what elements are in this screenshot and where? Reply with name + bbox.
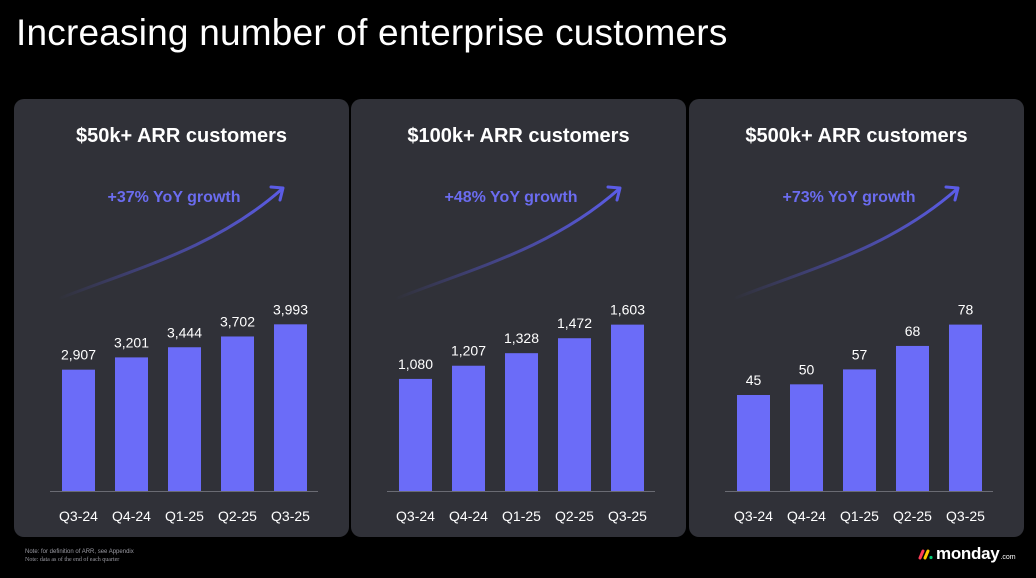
bar (790, 384, 823, 491)
bar (115, 357, 148, 491)
bar (452, 365, 485, 491)
x-tick-label: Q2-25 (893, 508, 932, 524)
bar (505, 353, 538, 491)
bar (611, 324, 644, 491)
x-tick-label: Q3-24 (59, 508, 98, 524)
x-tick-label: Q1-25 (165, 508, 204, 524)
logo-wordmark: monday (936, 544, 1000, 563)
x-tick-label: Q2-25 (218, 508, 257, 524)
growth-label: +48% YoY growth (445, 189, 578, 206)
x-tick-label: Q4-24 (449, 508, 488, 524)
chart-panel-100k: $100k+ ARR customers +48% YoY growth 1,08… (351, 99, 686, 537)
chart-title: $500k+ ARR customers (745, 125, 968, 147)
bar-value-label: 3,201 (114, 334, 149, 350)
x-tick-label: Q3-25 (946, 508, 985, 524)
x-tick-label: Q3-24 (396, 508, 435, 524)
x-tick-label: Q1-25 (840, 508, 879, 524)
footnote-data-date: Note: data as of the end of each quarter (25, 557, 120, 563)
bar-chart: +73% YoY growth 45 Q3-24 50 Q4-24 57 Q1-25 68 Q2… (725, 185, 993, 524)
bar-value-label: 3,444 (167, 324, 202, 340)
bar-value-label: 45 (746, 372, 762, 388)
bar-value-label: 57 (852, 346, 868, 362)
chart-title: $50k+ ARR customers (75, 125, 288, 147)
growth-arrow (56, 187, 284, 301)
footnote-arr-definition: Note: for definition of ARR, see Appendi… (25, 549, 134, 555)
bar-chart: +48% YoY growth 1,080 Q3-24 1,207 Q4-24 1,328… (387, 185, 655, 524)
chart-title: $100k+ ARR customers (407, 125, 630, 147)
chart-panel-50k: $50k+ ARR customers +37% YoY growth 2,907… (14, 99, 349, 537)
bar (737, 395, 770, 491)
bar-value-label: 50 (799, 361, 815, 377)
growth-label: +37% YoY growth (108, 189, 241, 206)
bar-chart: +37% YoY growth 2,907 Q3-24 3,201 Q4-24 3,444… (50, 185, 318, 524)
growth-arrow (393, 187, 621, 301)
logo-suffix: .com (1000, 554, 1016, 561)
bar (949, 324, 982, 491)
bar-value-label: 3,702 (220, 313, 255, 329)
monday-logo-icon (918, 549, 933, 560)
bar (896, 345, 929, 491)
bar-value-label: 1,603 (610, 302, 645, 318)
growth-arrow (731, 187, 959, 301)
bar-value-label: 1,080 (398, 356, 433, 372)
bar-value-label: 78 (958, 302, 974, 318)
bar-value-label: 1,328 (504, 330, 539, 346)
slide-title: Increasing number of enterprise customer… (16, 12, 728, 53)
bar-value-label: 2,907 (61, 347, 96, 363)
x-tick-label: Q4-24 (112, 508, 151, 524)
bar (62, 369, 95, 491)
bar-value-label: 1,472 (557, 315, 592, 331)
x-tick-label: Q1-25 (502, 508, 541, 524)
bar (274, 324, 307, 491)
monday-logo: monday .com (918, 544, 1016, 564)
bar-value-label: 3,993 (273, 301, 308, 317)
bar (558, 338, 591, 491)
x-tick-label: Q2-25 (555, 508, 594, 524)
bar (399, 378, 432, 491)
chart-panel-500k: $500k+ ARR customers +73% YoY growth 45 Q3… (689, 99, 1024, 537)
bar (843, 369, 876, 491)
growth-arrowhead-icon (606, 185, 622, 202)
bar-value-label: 68 (905, 323, 921, 339)
growth-label: +73% YoY growth (783, 189, 916, 206)
bar-value-label: 1,207 (451, 343, 486, 359)
growth-arrowhead-icon (269, 185, 285, 202)
x-tick-label: Q3-24 (734, 508, 773, 524)
growth-arrowhead-icon (944, 185, 960, 202)
bar (168, 347, 201, 491)
x-tick-label: Q4-24 (787, 508, 826, 524)
x-tick-label: Q3-25 (608, 508, 647, 524)
x-tick-label: Q3-25 (271, 508, 310, 524)
bar (221, 336, 254, 491)
